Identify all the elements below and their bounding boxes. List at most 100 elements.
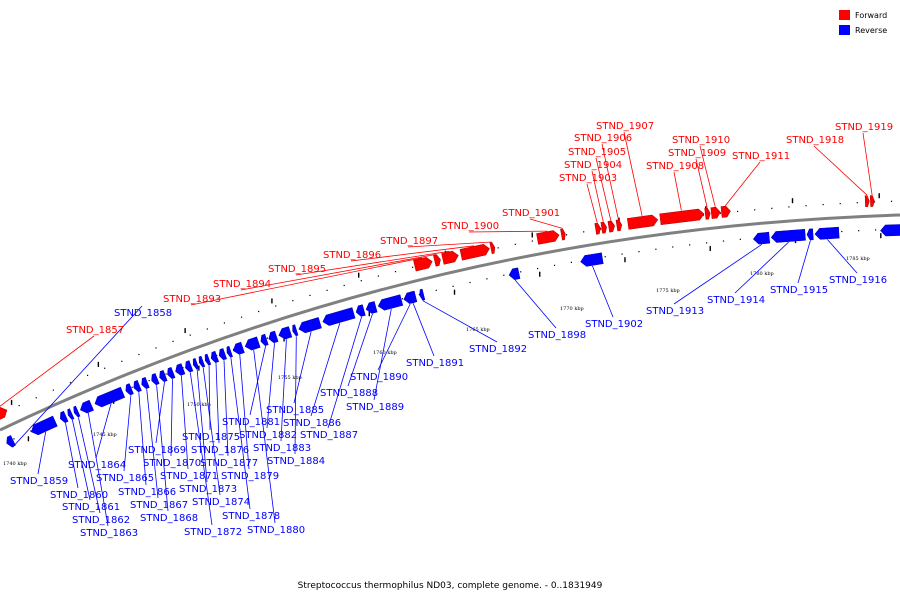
tick-dot bbox=[722, 240, 725, 242]
gene-STND_1861 bbox=[67, 408, 75, 420]
tick-dot bbox=[86, 374, 89, 376]
tick-dot bbox=[266, 337, 268, 339]
leader-STND_1878 bbox=[230, 357, 251, 510]
tick-dot bbox=[377, 275, 380, 277]
leader-STND_1885 bbox=[293, 331, 312, 404]
gene-STND_1891 bbox=[407, 290, 418, 304]
tick-dot bbox=[514, 243, 516, 245]
leader-STND_1881 bbox=[249, 346, 266, 416]
leader-STND_1888 bbox=[347, 313, 373, 387]
tick-dot bbox=[689, 244, 691, 246]
gene-STND_1882 bbox=[268, 330, 279, 344]
leader-STND_1896 bbox=[350, 245, 475, 262]
gene-label-STND_1877: STND_1877 bbox=[200, 458, 258, 469]
tick-dot bbox=[165, 373, 167, 375]
gene-label-STND_1919: STND_1919 bbox=[835, 122, 893, 133]
gene-label-STND_1885: STND_1885 bbox=[266, 405, 324, 416]
gene-STND_1908 bbox=[659, 208, 705, 226]
gene-STND_1862 bbox=[73, 405, 81, 418]
gene-label-STND_1878: STND_1878 bbox=[222, 511, 280, 522]
tick-dot bbox=[69, 382, 72, 384]
gene-labels: STND_1857 STND_1893 STND_1894 STND_1895 STND… bbox=[10, 121, 893, 539]
tick-dot bbox=[705, 242, 708, 244]
tick-dot bbox=[401, 298, 404, 300]
leader-STND_1872 bbox=[189, 372, 213, 526]
leader-STND_1861 bbox=[72, 419, 91, 501]
tick-dot bbox=[565, 234, 568, 236]
gene-STND_1887 bbox=[355, 304, 366, 317]
gene-label-STND_1881: STND_1881 bbox=[222, 417, 280, 428]
gene-STND_1902 bbox=[580, 252, 604, 267]
gene-STND_1884 bbox=[292, 324, 299, 337]
gene-label-STND_1904: STND_1904 bbox=[564, 160, 622, 171]
tick-dot bbox=[412, 266, 414, 268]
tick-dot bbox=[841, 230, 843, 233]
gene-STND_1886 bbox=[322, 307, 356, 326]
scale-label: 1740 kbp bbox=[3, 461, 27, 467]
tick-dot bbox=[35, 397, 37, 399]
leader-STND_1907 bbox=[623, 131, 643, 216]
leader-STND_1871 bbox=[181, 375, 189, 470]
gene-STND_1869 bbox=[159, 369, 168, 383]
leader-STND_1915 bbox=[797, 240, 811, 284]
gene-label-STND_1872: STND_1872 bbox=[184, 527, 242, 538]
scale-label: 1765 kbp bbox=[466, 327, 490, 333]
leader-STND_1897 bbox=[407, 241, 492, 248]
gene-label-STND_1915: STND_1915 bbox=[770, 285, 828, 296]
gene-label-STND_1859: STND_1859 bbox=[10, 476, 68, 487]
gene-STND_1906 bbox=[615, 219, 623, 232]
scale-label: 1755 kbp bbox=[278, 375, 302, 381]
tick-dot bbox=[737, 210, 739, 213]
gene-STND_1894 bbox=[433, 254, 441, 267]
leader-STND_1860 bbox=[65, 422, 79, 489]
gene-label-STND_1876: STND_1876 bbox=[191, 445, 249, 456]
gene-label-STND_1892: STND_1892 bbox=[469, 344, 527, 355]
tick-dot bbox=[469, 281, 471, 284]
gene-STND_1860 bbox=[60, 410, 69, 423]
gene-label-STND_1907: STND_1907 bbox=[596, 121, 654, 132]
tick-dot bbox=[13, 438, 15, 440]
tick-dot bbox=[890, 200, 893, 202]
leader-STND_1865 bbox=[123, 395, 132, 472]
leader-STND_1859 bbox=[37, 431, 47, 475]
legend-label-reverse: Reverse bbox=[855, 26, 887, 35]
gene-label-STND_1860: STND_1860 bbox=[50, 490, 108, 501]
tick-dot bbox=[172, 340, 174, 343]
tick-dot bbox=[537, 267, 539, 270]
gene-STND_1859 bbox=[31, 415, 58, 436]
gene-label-STND_1880: STND_1880 bbox=[247, 525, 305, 536]
leader-STND_1870 bbox=[170, 379, 173, 457]
gene-STND_1876 bbox=[210, 350, 219, 363]
gene-label-STND_1891: STND_1891 bbox=[406, 358, 464, 369]
gene-label-STND_1879: STND_1879 bbox=[221, 471, 279, 482]
tick-dot bbox=[856, 202, 858, 204]
gene-label-STND_1858: STND_1858 bbox=[114, 308, 172, 319]
tick-dot bbox=[206, 328, 208, 330]
gene-label-STND_1893: STND_1893 bbox=[163, 294, 221, 305]
tick-dot bbox=[104, 367, 106, 369]
tick-dot bbox=[452, 285, 454, 287]
scale-label: 1775 kbp bbox=[656, 288, 680, 294]
gene-label-STND_1903: STND_1903 bbox=[559, 173, 617, 184]
gene-STND_1883 bbox=[278, 326, 293, 340]
leader-STND_1916 bbox=[827, 239, 858, 274]
gene-STND_1900 bbox=[536, 230, 560, 245]
gene-label-STND_1906: STND_1906 bbox=[574, 133, 632, 144]
leader-STND_1877 bbox=[223, 360, 229, 457]
scale-label: 1785 kbp bbox=[846, 256, 870, 262]
legend-label-forward: Forward bbox=[855, 11, 887, 20]
tick-dot bbox=[121, 360, 123, 362]
tick-dot bbox=[138, 353, 140, 356]
gene-label-STND_1916: STND_1916 bbox=[829, 275, 887, 286]
tick-dot bbox=[155, 347, 157, 349]
gene-STND_1888 bbox=[365, 301, 378, 314]
leader-STND_1908 bbox=[673, 171, 682, 211]
gene-label-STND_1897: STND_1897 bbox=[380, 236, 438, 247]
leader-STND_1905 bbox=[595, 157, 612, 221]
gene-label-STND_1909: STND_1909 bbox=[668, 148, 726, 159]
gene-STND_1903 bbox=[594, 222, 601, 235]
gene-label-STND_1911: STND_1911 bbox=[732, 151, 790, 162]
leader-STND_1875 bbox=[208, 365, 211, 431]
gene-STND_1889 bbox=[377, 294, 404, 311]
gene-STND_1895 bbox=[441, 250, 459, 265]
